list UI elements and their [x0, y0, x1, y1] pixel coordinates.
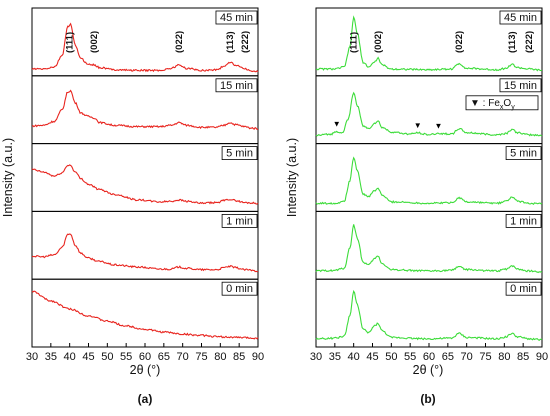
marker-legend: ▼ : FexOy	[465, 95, 539, 111]
series-line-5-min	[315, 156, 543, 206]
panel-time-label-box	[221, 146, 258, 161]
x-tick-label: 90	[252, 351, 264, 363]
x-tick-label: 55	[120, 351, 132, 363]
peak-label: (002)	[89, 31, 100, 53]
x-tick-label: 55	[404, 351, 416, 363]
x-tick-label: 70	[177, 351, 189, 363]
x-tick-label: 60	[423, 351, 435, 363]
series-line-45-min	[31, 22, 259, 73]
x-tick-label: 80	[498, 351, 510, 363]
series-line-15-min	[31, 89, 258, 130]
x-tick-label: 75	[479, 351, 491, 363]
chart-b: 45 min 15 min 5 min 1 min 0 min 30 35 40 45 50 55 6…	[285, 7, 548, 406]
panel-time-label-box	[215, 10, 258, 25]
peak-label: (111)	[349, 32, 360, 53]
peak-label: (222)	[240, 31, 251, 53]
peak-label: (113)	[225, 31, 236, 53]
x-tick-label: 70	[461, 351, 473, 363]
panel-0-min: 0 min	[31, 278, 259, 348]
x-tick-label: 80	[214, 351, 226, 363]
x-axis-label: 2θ (°)	[413, 363, 444, 377]
panel-time-label: 5 min	[226, 148, 253, 160]
y-axis-label: Intensity (a.u.)	[285, 138, 299, 217]
x-tick-label: 35	[45, 351, 57, 363]
panel-time-label-box	[221, 213, 258, 228]
x-axis-label: 2θ (°)	[130, 363, 161, 377]
x-tick-label: 65	[158, 351, 170, 363]
x-tick-label: 85	[233, 351, 245, 363]
panel-label: (b)	[420, 392, 435, 406]
peak-label: (022)	[174, 31, 185, 53]
peak-label: (222)	[524, 31, 535, 53]
panel-time-label-box	[505, 281, 542, 296]
panel-time-label: 5 min	[510, 148, 537, 160]
panel-time-label-box	[505, 146, 542, 161]
panel-time-label: 45 min	[504, 12, 537, 24]
marker-legend-text: ▼ : FexOy	[470, 98, 515, 111]
x-tick-label: 65	[442, 351, 454, 363]
panel-1-min: 1 min	[315, 210, 543, 280]
panel-time-label: 1 min	[510, 215, 537, 227]
x-tick-label: 50	[101, 351, 113, 363]
x-tick-label: 45	[366, 351, 378, 363]
fexoy-marker: ▼	[333, 119, 341, 128]
peak-label: (002)	[373, 31, 384, 53]
y-axis-label: Intensity (a.u.)	[1, 138, 15, 217]
panel-time-label-box	[221, 281, 258, 296]
panel-time-label-box	[499, 10, 542, 25]
panel-time-label-box	[505, 213, 542, 228]
series-line-1-min	[315, 224, 543, 274]
panel-15-min: 15 min	[315, 75, 543, 145]
peak-label: (111)	[65, 32, 76, 53]
series-line-0-min	[31, 290, 259, 340]
x-tick-label: 40	[64, 351, 76, 363]
x-tick-label: 60	[139, 351, 151, 363]
panel-5-min: 5 min	[31, 143, 259, 212]
panel-label: (a)	[138, 392, 153, 406]
series-line-45-min	[315, 15, 543, 72]
x-tick-label: 90	[536, 351, 548, 363]
panel-5-min: 5 min	[315, 143, 543, 212]
peak-label: (113)	[507, 31, 518, 53]
panel-time-label: 0 min	[510, 283, 537, 295]
x-tick-label: 40	[348, 351, 360, 363]
x-tick-label: 45	[82, 351, 94, 363]
x-tick-label: 35	[329, 351, 341, 363]
panel-time-label: 45 min	[220, 12, 253, 24]
panel-time-label-box	[499, 78, 542, 93]
panel-45-min: 45 min	[315, 7, 543, 77]
fexoy-marker: ▼	[414, 121, 422, 130]
x-tick-label: 50	[385, 351, 397, 363]
fexoy-marker: ▼	[434, 121, 442, 130]
marker-legend-box	[465, 95, 539, 111]
panel-1-min: 1 min	[31, 210, 259, 280]
panel-15-min: 15 min	[31, 75, 259, 145]
panel-time-label: 0 min	[226, 283, 253, 295]
chart-a: 45 min 15 min 5 min 1 min 0 min 30 35 40 45 50 55 6…	[1, 7, 264, 406]
panel-time-label: 15 min	[504, 80, 537, 92]
panel-time-label-box	[215, 78, 258, 93]
series-line-1-min	[31, 233, 259, 273]
x-tick-label: 75	[195, 351, 207, 363]
panel-time-label: 1 min	[226, 215, 253, 227]
series-line-15-min	[315, 91, 543, 137]
series-line-5-min	[31, 164, 259, 205]
peak-label: (022)	[454, 31, 465, 53]
x-tick-label: 30	[310, 351, 322, 363]
x-tick-label: 30	[26, 351, 38, 363]
series-line-0-min	[315, 289, 543, 341]
panel-0-min: 0 min	[315, 278, 543, 348]
panel-time-label: 15 min	[220, 80, 253, 92]
x-tick-label: 85	[517, 351, 529, 363]
